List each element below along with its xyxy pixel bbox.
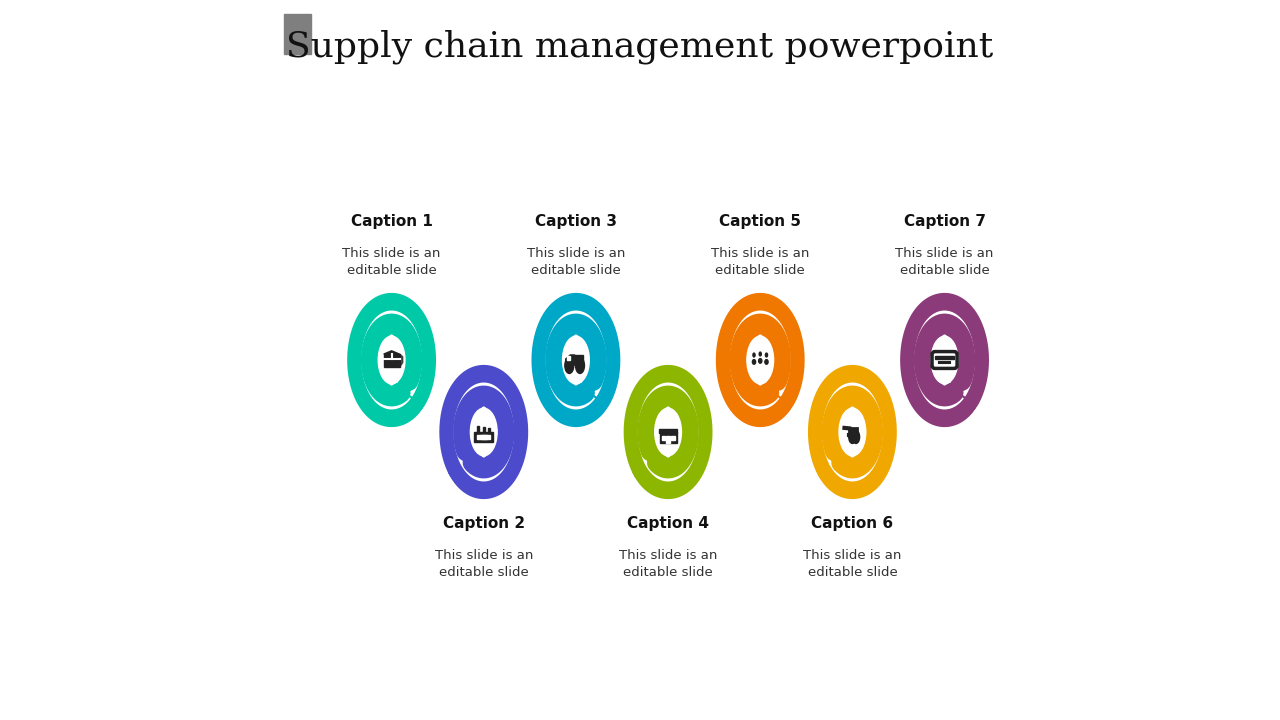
Text: This slide is an
editable slide: This slide is an editable slide bbox=[620, 549, 717, 579]
Bar bbox=[480, 435, 486, 439]
Polygon shape bbox=[384, 351, 399, 354]
Text: This slide is an
editable slide: This slide is an editable slide bbox=[896, 247, 993, 277]
Ellipse shape bbox=[746, 336, 773, 384]
Bar bbox=[662, 436, 666, 440]
Bar bbox=[477, 426, 479, 432]
Ellipse shape bbox=[759, 352, 762, 356]
Bar bbox=[384, 354, 399, 367]
Text: Caption 5: Caption 5 bbox=[719, 214, 801, 229]
Polygon shape bbox=[566, 355, 575, 365]
Bar bbox=[849, 428, 856, 435]
Bar bbox=[671, 436, 675, 440]
Text: This slide is an
editable slide: This slide is an editable slide bbox=[804, 549, 901, 579]
Bar bbox=[483, 428, 485, 432]
Ellipse shape bbox=[564, 358, 573, 374]
Bar bbox=[659, 429, 677, 433]
Text: Caption 1: Caption 1 bbox=[351, 214, 433, 229]
Text: Caption 7: Caption 7 bbox=[904, 214, 986, 229]
Text: This slide is an
editable slide: This slide is an editable slide bbox=[435, 549, 532, 579]
Ellipse shape bbox=[765, 359, 768, 364]
Text: This slide is an
editable slide: This slide is an editable slide bbox=[712, 247, 809, 277]
Bar bbox=[934, 356, 954, 359]
Bar bbox=[667, 436, 669, 443]
Text: This slide is an
editable slide: This slide is an editable slide bbox=[527, 247, 625, 277]
Ellipse shape bbox=[753, 353, 755, 357]
Bar bbox=[567, 356, 571, 360]
Bar bbox=[477, 435, 484, 439]
Text: Caption 6: Caption 6 bbox=[812, 516, 893, 531]
Ellipse shape bbox=[576, 358, 585, 374]
Text: Supply chain management powerpoint: Supply chain management powerpoint bbox=[287, 30, 993, 64]
Ellipse shape bbox=[654, 408, 681, 456]
Ellipse shape bbox=[562, 336, 589, 384]
Text: Caption 3: Caption 3 bbox=[535, 214, 617, 229]
FancyBboxPatch shape bbox=[932, 351, 957, 369]
Bar bbox=[575, 355, 582, 365]
Ellipse shape bbox=[931, 336, 957, 384]
Ellipse shape bbox=[765, 353, 768, 357]
Text: Caption 2: Caption 2 bbox=[443, 516, 525, 531]
Text: Caption 4: Caption 4 bbox=[627, 516, 709, 531]
Bar bbox=[488, 428, 490, 432]
Bar bbox=[484, 435, 490, 439]
Ellipse shape bbox=[849, 431, 856, 444]
Ellipse shape bbox=[759, 359, 762, 363]
Ellipse shape bbox=[852, 431, 860, 444]
Bar bbox=[284, 14, 311, 54]
Ellipse shape bbox=[838, 408, 865, 456]
Polygon shape bbox=[399, 354, 403, 367]
Text: This slide is an
editable slide: This slide is an editable slide bbox=[343, 247, 440, 277]
Bar bbox=[659, 432, 677, 443]
Ellipse shape bbox=[378, 336, 404, 384]
Ellipse shape bbox=[470, 408, 497, 456]
Ellipse shape bbox=[753, 359, 755, 364]
Bar bbox=[474, 432, 493, 442]
